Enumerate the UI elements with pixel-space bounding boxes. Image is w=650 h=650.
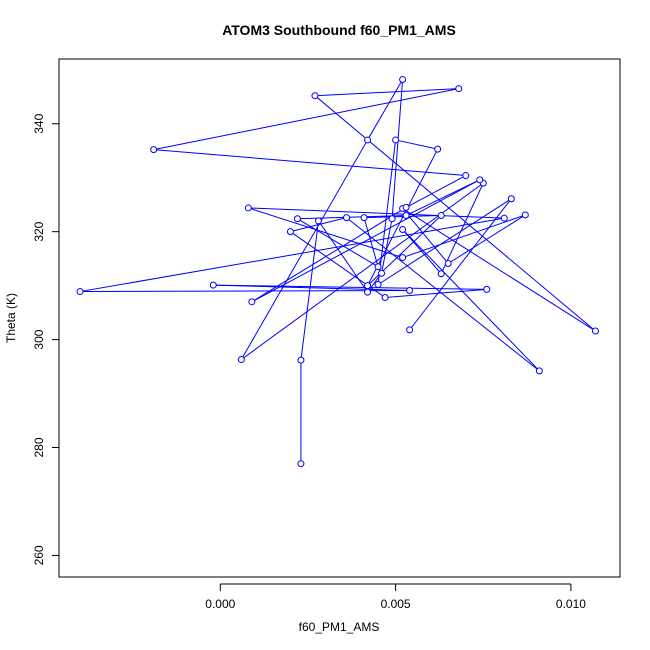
y-tick-label: 300 [32,329,46,349]
series-line-segment [402,229,442,275]
data-point [483,285,491,293]
series-line-segment [363,217,379,267]
series-line-segment [213,284,410,291]
series-line-segment [251,206,407,303]
x-tick-label: 0.005 [381,597,411,611]
data-point [76,288,84,296]
data-point [388,215,396,223]
series-line-segment [377,139,397,285]
data-point [364,288,372,296]
series-line-segment [402,229,540,372]
y-tick-label: 320 [32,221,46,241]
x-tick-label: 0.010 [556,597,586,611]
y-tick-label: 260 [32,545,46,565]
data-point [476,176,484,184]
data-point [399,76,407,84]
series-line-segment [395,139,438,150]
data-point [343,214,351,222]
x-tick-label: 0.000 [205,597,235,611]
data-point [437,270,445,278]
y-axis-label: Theta (K) [4,293,18,343]
series-line-segment [405,179,480,216]
data-point [248,298,256,306]
data-point [462,172,470,180]
series-line-segment [153,88,459,151]
data-point [311,92,319,100]
series-line-segment [402,214,526,259]
series-line-segment [391,79,404,219]
data-point [237,356,245,364]
data-point [406,286,414,294]
data-point [297,460,305,468]
data-point [364,282,372,290]
series-line-segment [367,79,404,141]
data-point [500,214,508,222]
series-line-segment [346,217,540,372]
data-point [360,214,368,222]
data-point [381,293,389,301]
series-line-segment [409,198,512,331]
series-line-segment [290,217,347,233]
y-tick-label: 340 [32,113,46,133]
data-point [399,254,407,262]
series-line-segment [80,289,410,293]
series-line-segment [240,139,368,360]
data-point [150,146,158,154]
data-point [392,136,400,144]
data-point [535,367,543,375]
data-point [314,217,322,225]
x-axis: 0.000 0.005 0.010 [205,583,586,611]
series-line-segment [402,208,596,332]
series-line-segment [251,179,480,303]
data-point [591,327,599,335]
data-point [209,281,217,289]
series-line-segment [314,95,596,332]
data-point [402,203,410,211]
series-line-segment [385,288,487,298]
data-point [455,85,463,93]
series-line-segment [153,149,466,177]
data-point [507,195,515,203]
series-line-segment [297,214,407,220]
series-group [76,76,599,468]
series-line-segment [79,217,505,293]
data-point [399,226,407,234]
series-line-segment [405,175,466,208]
series-line-segment [367,148,439,286]
data-point [444,260,452,268]
data-point [406,326,414,334]
series-line-segment [314,88,459,97]
series-line-segment [248,207,505,219]
data-point [378,269,386,277]
x-axis-label: f60_PM1_AMS [299,620,380,634]
data-point [437,211,445,219]
y-tick-label: 280 [32,437,46,457]
data-point [374,281,382,289]
data-point [293,215,301,223]
data-point [364,136,372,144]
data-point [402,211,410,219]
chart-title: ATOM3 Southbound f60_PM1_AMS [222,22,456,38]
series-line-segment [440,182,484,274]
data-point [521,211,529,219]
data-point [297,356,305,364]
data-point [286,228,294,236]
data-point [434,145,442,153]
data-point [244,204,252,212]
series-line-segment [248,207,403,259]
data-point [374,263,382,271]
y-axis: 260 280 300 320 340 [32,113,60,565]
series-line-segment [297,218,379,268]
series-line-segment [377,198,512,285]
